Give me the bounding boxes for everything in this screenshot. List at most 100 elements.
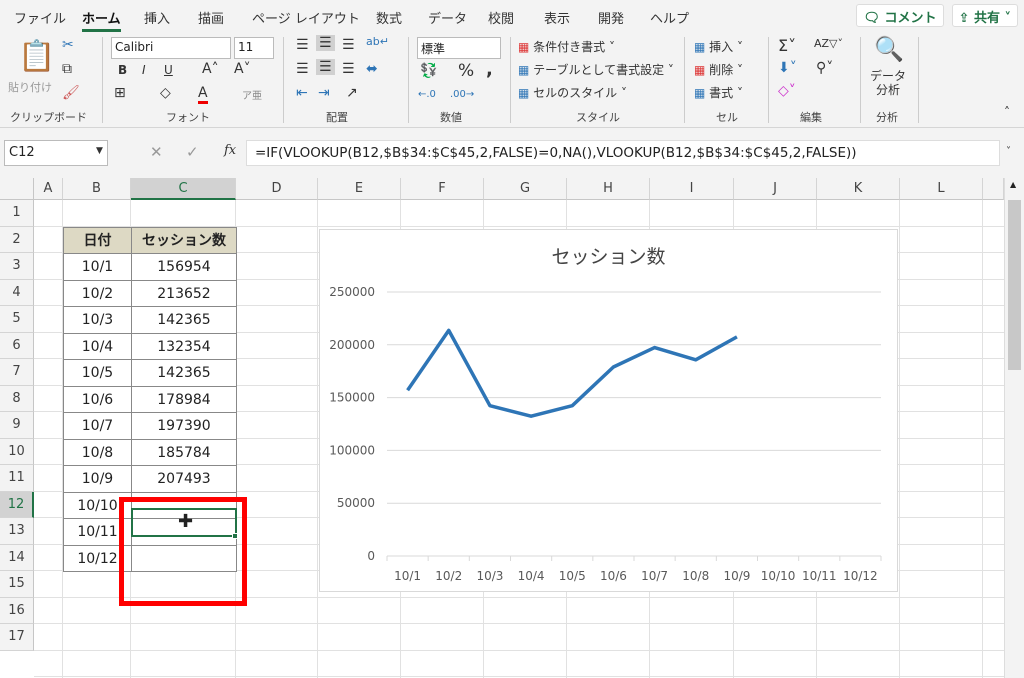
wrap-text-icon[interactable]: ab↵ <box>366 35 389 48</box>
name-box[interactable]: C12 <box>4 140 108 166</box>
cell-sessions[interactable] <box>131 491 237 519</box>
row-header-6[interactable]: 6 <box>0 332 34 359</box>
copy-icon[interactable]: ⧉ <box>62 61 72 77</box>
chart[interactable]: セッション数 0 50000 100000 150000 200000 250000 10/… <box>319 229 898 592</box>
column-header-A[interactable]: A <box>34 178 63 200</box>
row-header-12[interactable]: 12 <box>0 491 34 518</box>
cell-sessions[interactable]: 142365 <box>131 359 237 387</box>
row-header-16[interactable]: 16 <box>0 597 34 624</box>
cell-date[interactable]: 10/9 <box>63 465 132 493</box>
cell-sessions[interactable] <box>131 518 237 546</box>
tab-4[interactable]: ページ レイアウト <box>252 12 360 27</box>
cell-sessions[interactable]: 178984 <box>131 385 237 413</box>
tab-10[interactable]: ヘルプ <box>650 12 690 27</box>
row-header-11[interactable]: 11 <box>0 465 34 492</box>
data-analysis-icon[interactable]: 🔍 <box>874 35 904 63</box>
cell-date[interactable]: 10/3 <box>63 306 132 334</box>
cell-date[interactable]: 10/7 <box>63 412 132 440</box>
data-analysis-button[interactable]: データ分析 <box>869 69 906 97</box>
comment-button[interactable]: 🗨 コメント <box>856 4 944 27</box>
cell-date[interactable]: 10/2 <box>63 279 132 307</box>
tab-6[interactable]: データ <box>428 12 468 27</box>
column-header-G[interactable]: G <box>484 178 567 200</box>
conditional-formatting-button[interactable]: ▦ 条件付き書式 ˅ <box>518 40 616 54</box>
row-header-17[interactable]: 17 <box>0 624 34 651</box>
orientation-icon[interactable]: ↗ <box>346 85 358 101</box>
cell-date[interactable]: 10/1 <box>63 253 132 281</box>
row-header-1[interactable]: 1 <box>0 200 34 227</box>
underline-button[interactable]: U <box>164 63 173 77</box>
formula-input[interactable]: =IF(VLOOKUP(B12,$B$34:$C$45,2,FALSE)=0,N… <box>246 140 1000 166</box>
row-header-3[interactable]: 3 <box>0 253 34 280</box>
bold-button[interactable]: B <box>118 63 128 77</box>
name-box-dropdown-icon[interactable]: ▼ <box>96 146 103 156</box>
tab-8[interactable]: 表示 <box>544 12 571 27</box>
cell-sessions[interactable]: 207493 <box>131 465 237 493</box>
fill-handle[interactable] <box>232 533 238 539</box>
borders-icon[interactable]: ⊞ <box>114 85 126 101</box>
increase-decimal-icon[interactable]: ←.0 <box>418 89 436 100</box>
cell-sessions[interactable]: 197390 <box>131 412 237 440</box>
column-header-K[interactable]: K <box>817 178 900 200</box>
column-header-E[interactable]: E <box>318 178 401 200</box>
column-header-L[interactable]: L <box>900 178 983 200</box>
sort-filter-icon[interactable]: AZ▽˅ <box>814 37 844 50</box>
align-middle-icon[interactable]: ☰ <box>316 35 335 51</box>
row-header-8[interactable]: 8 <box>0 385 34 412</box>
tab-0[interactable]: ファイル <box>14 12 67 27</box>
cell-date[interactable]: 10/10 <box>63 491 132 519</box>
format-as-table-button[interactable]: ▦ テーブルとして書式設定 ˅ <box>518 63 674 77</box>
row-header-13[interactable]: 13 <box>0 518 34 545</box>
row-header-9[interactable]: 9 <box>0 412 34 439</box>
collapse-ribbon-icon[interactable]: ˄ <box>1004 105 1010 119</box>
share-button[interactable]: ⇪ 共有 ˅ <box>951 4 1018 27</box>
paste-icon[interactable]: 📋 <box>18 39 56 74</box>
align-bottom-icon[interactable]: ☰ <box>342 37 355 53</box>
delete-cells-button[interactable]: ▦ 削除 ˅ <box>694 63 744 77</box>
row-header-7[interactable]: 7 <box>0 359 34 386</box>
column-header-B[interactable]: B <box>63 178 131 200</box>
vertical-scrollbar[interactable]: ▲ <box>1004 178 1024 678</box>
select-all-button[interactable] <box>0 178 34 200</box>
enter-icon[interactable]: ✓ <box>186 143 199 161</box>
font-name-select[interactable]: Calibri <box>111 37 231 59</box>
font-color-icon[interactable]: A <box>198 85 208 104</box>
tab-2[interactable]: 挿入 <box>144 12 171 27</box>
column-header-C[interactable]: C <box>131 178 236 200</box>
row-header-5[interactable]: 5 <box>0 306 34 333</box>
shrink-font-icon[interactable]: A˅ <box>234 61 251 77</box>
insert-function-button[interactable]: fx <box>224 143 237 158</box>
scrollbar-thumb[interactable] <box>1008 200 1021 370</box>
column-header-D[interactable]: D <box>236 178 318 200</box>
decrease-decimal-icon[interactable]: .00→ <box>450 89 475 100</box>
format-painter-icon[interactable]: 🖌 <box>62 85 80 101</box>
autosum-icon[interactable]: Σ˅ <box>778 36 797 55</box>
tab-7[interactable]: 校閲 <box>488 12 515 27</box>
phonetic-icon[interactable]: ア亜 <box>242 91 262 102</box>
cell-date[interactable]: 10/6 <box>63 385 132 413</box>
cell-sessions[interactable]: 185784 <box>131 438 237 466</box>
clear-icon[interactable]: ◇˅ <box>778 83 796 99</box>
cell-sessions[interactable]: 142365 <box>131 306 237 334</box>
align-top-icon[interactable]: ☰ <box>296 37 309 53</box>
column-header-I[interactable]: I <box>650 178 734 200</box>
fill-color-icon[interactable]: ◇ <box>160 85 171 101</box>
currency-icon[interactable]: 💱 <box>420 63 438 79</box>
cell-sessions[interactable]: 213652 <box>131 279 237 307</box>
column-header-H[interactable]: H <box>567 178 650 200</box>
insert-cells-button[interactable]: ▦ 挿入 ˅ <box>694 40 744 54</box>
cell-date[interactable]: 10/8 <box>63 438 132 466</box>
decrease-indent-icon[interactable]: ⇤ <box>296 85 308 101</box>
tab-5[interactable]: 数式 <box>376 12 403 27</box>
increase-indent-icon[interactable]: ⇥ <box>318 85 330 101</box>
italic-button[interactable]: I <box>142 63 146 77</box>
percent-icon[interactable]: % <box>458 61 475 81</box>
fill-icon[interactable]: ⬇˅ <box>778 60 797 76</box>
tab-3[interactable]: 描画 <box>198 12 225 27</box>
tab-9[interactable]: 開発 <box>598 12 625 27</box>
align-center-icon[interactable]: ☰ <box>316 59 335 75</box>
active-cell-border[interactable] <box>131 508 237 537</box>
find-icon[interactable]: ⚲˅ <box>816 60 834 76</box>
cell-date[interactable]: 10/5 <box>63 359 132 387</box>
cut-icon[interactable]: ✂ <box>62 37 74 53</box>
